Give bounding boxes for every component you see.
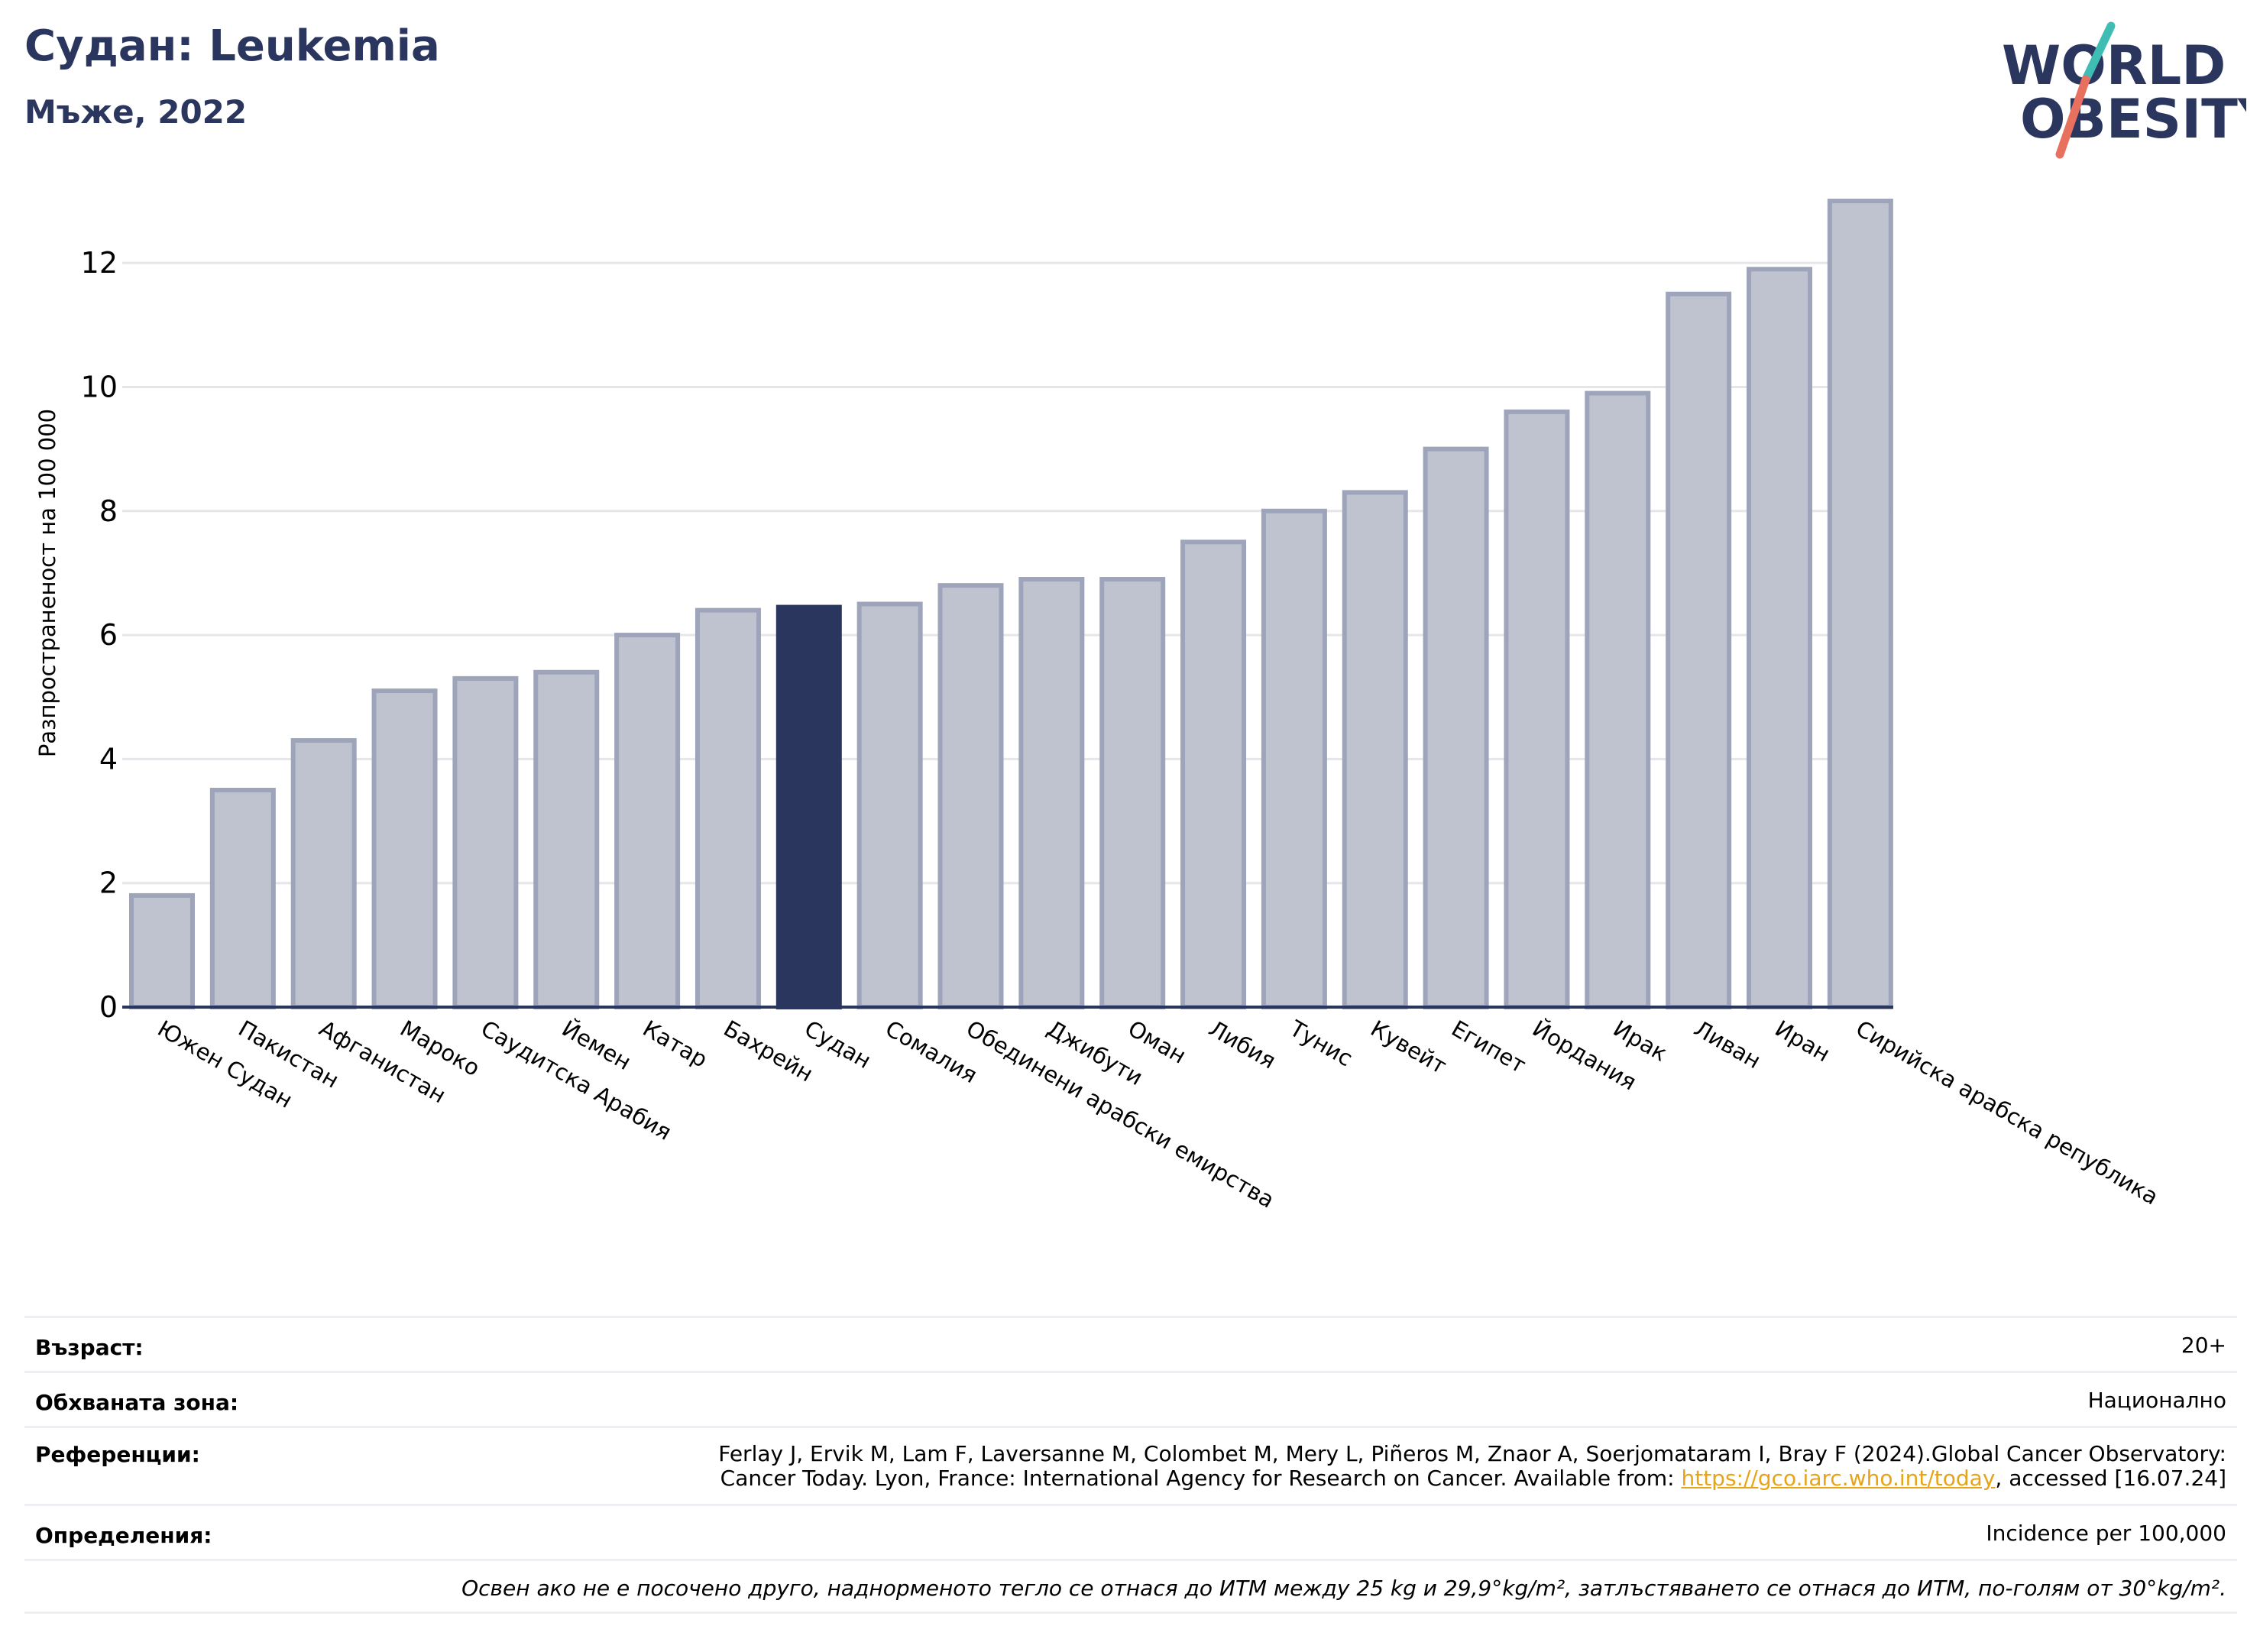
references-text: Cancer Today. Lyon, France: Internationa… — [720, 1466, 1682, 1491]
references-value: Ferlay J, Ervik M, Lam F, Laversanne M, … — [718, 1442, 2226, 1491]
x-tick-label: Сомалия — [881, 1015, 982, 1089]
y-axis-label: Разпространеност на 100 000 — [34, 409, 60, 757]
info-row-area: Обхваната зона: Национално — [24, 1371, 2237, 1426]
note-text: Освен ако не е посочено друго, наднормен… — [461, 1576, 2226, 1601]
bar — [1827, 199, 1893, 1009]
bar — [775, 604, 842, 1009]
age-label: Възраст: — [35, 1335, 144, 1360]
bar — [937, 583, 1004, 1009]
world-obesity-logo: WORLD OBESITY — [2002, 21, 2246, 159]
bar — [1423, 446, 1489, 1009]
references-label: Референции: — [35, 1442, 200, 1467]
y-tick-label: 10 — [81, 370, 118, 403]
bars — [129, 199, 1893, 1010]
references-line-2: Cancer Today. Lyon, France: Internationa… — [718, 1466, 2226, 1491]
logo-text-world: WORLD — [2002, 34, 2226, 97]
info-row-definitions: Определения: Incidence per 100,000 — [24, 1504, 2237, 1559]
y-tick-label: 6 — [99, 618, 118, 652]
bar — [452, 675, 519, 1010]
y-tick-label: 2 — [99, 866, 118, 900]
bar — [533, 669, 600, 1009]
y-tick-label: 4 — [99, 742, 118, 776]
x-tick-label: Ирак — [1609, 1015, 1672, 1067]
x-tick-label: Египет — [1447, 1015, 1530, 1079]
bar — [1099, 577, 1166, 1009]
x-tick-label: Иран — [1771, 1015, 1835, 1067]
bar — [209, 787, 276, 1009]
bar — [1018, 577, 1085, 1009]
age-value: 20+ — [2181, 1333, 2226, 1358]
x-tick-label: Сирийска арабска република — [1851, 1015, 2162, 1210]
logo-slash-coral — [2055, 75, 2090, 159]
logo-text-obesity: OBESITY — [2020, 88, 2246, 151]
y-tick-labels: 0 2 4 6 8 10 12 — [81, 246, 118, 1024]
bar — [129, 892, 195, 1010]
chart-subtitle: Мъже, 2022 — [24, 93, 248, 131]
chart-title: Судан: Leukemia — [24, 21, 440, 71]
area-value: Национално — [2087, 1388, 2226, 1413]
bar — [1180, 539, 1247, 1009]
info-row-age: Възраст: 20+ — [24, 1316, 2237, 1371]
bar — [695, 607, 761, 1009]
y-tick-label: 0 — [99, 990, 118, 1024]
info-row-references: Референции: Ferlay J, Ervik M, Lam F, La… — [24, 1426, 2237, 1504]
x-tick-label: Бахрейн — [719, 1015, 818, 1087]
bar — [1585, 390, 1651, 1009]
info-row-note: Освен ако не е посочено друго, наднормен… — [24, 1559, 2237, 1614]
references-accessed: , accessed [16.07.24] — [1995, 1466, 2226, 1491]
x-tick-label: Катар — [639, 1015, 712, 1073]
bar — [1504, 409, 1570, 1009]
y-tick-label: 8 — [99, 494, 118, 528]
bar — [856, 601, 923, 1009]
area-label: Обхваната зона: — [35, 1390, 239, 1415]
bar — [614, 633, 681, 1009]
x-tick-label: Ливан — [1690, 1015, 1766, 1074]
references-link[interactable]: https://gco.iarc.who.int/today — [1681, 1466, 1996, 1491]
bar — [290, 738, 357, 1009]
x-tick-label: Кувейт — [1366, 1015, 1451, 1080]
bar — [1261, 508, 1327, 1009]
x-tick-label: Южен Судан — [154, 1015, 297, 1113]
references-line-1: Ferlay J, Ervik M, Lam F, Laversanne M, … — [718, 1441, 2226, 1466]
definitions-label: Определения: — [35, 1523, 212, 1548]
info-table: Възраст: 20+ Обхваната зона: Национално … — [24, 1316, 2237, 1614]
logo-slash-teal — [2081, 21, 2116, 84]
bar — [371, 688, 438, 1009]
definitions-value: Incidence per 100,000 — [1986, 1521, 2226, 1546]
y-tick-label: 12 — [81, 246, 118, 280]
bar — [1747, 267, 1812, 1009]
x-tick-label: Либия — [1205, 1015, 1281, 1074]
bar-chart: 0 2 4 6 8 10 12 Южен СуданПакистанАфганистанМа… — [34, 199, 2163, 1213]
x-tick-labels: Южен СуданПакистанАфганистанМарокоСаудит… — [154, 1015, 2163, 1213]
bar — [1666, 291, 1732, 1009]
x-tick-label: Тунис — [1285, 1015, 1358, 1071]
bar — [1342, 490, 1408, 1009]
